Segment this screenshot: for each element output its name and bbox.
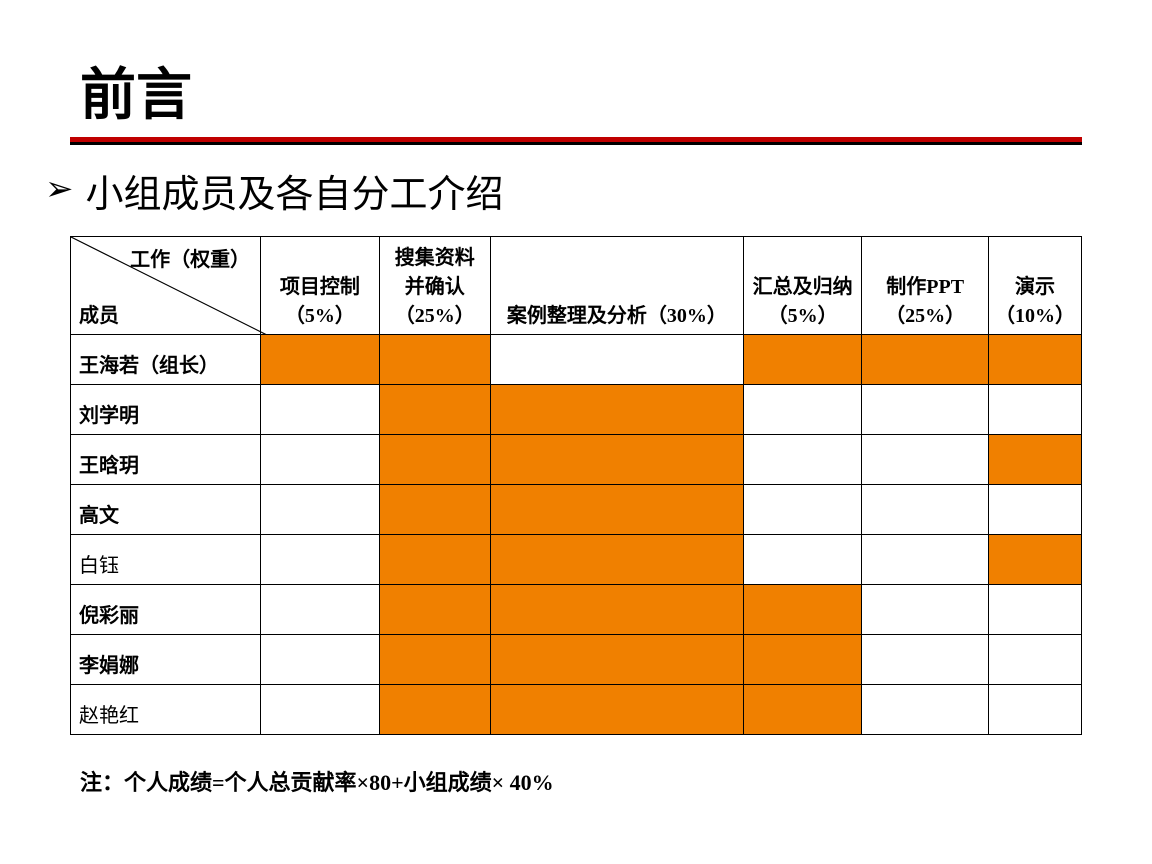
filled-cell <box>379 635 490 685</box>
table-row: 高文 <box>71 485 1082 535</box>
filled-cell <box>379 435 490 485</box>
filled-cell <box>379 585 490 635</box>
filled-cell <box>379 335 490 385</box>
filled-cell <box>490 685 743 735</box>
empty-cell <box>261 635 379 685</box>
empty-cell <box>261 535 379 585</box>
member-name-cell: 白钰 <box>71 535 261 585</box>
empty-cell <box>261 585 379 635</box>
empty-cell <box>743 535 861 585</box>
filled-cell <box>261 335 379 385</box>
filled-cell <box>743 685 861 735</box>
empty-cell <box>261 435 379 485</box>
filled-cell <box>862 335 989 385</box>
filled-cell <box>743 635 861 685</box>
slide-subtitle: 小组成员及各自分工介绍 <box>86 163 504 218</box>
table-row: 白钰 <box>71 535 1082 585</box>
work-allocation-table: 工作（权重） 成员 项目控制（5%）搜集资料并确认（25%）案例整理及分析（30%）… <box>70 236 1082 735</box>
member-name-cell: 倪彩丽 <box>71 585 261 635</box>
empty-cell <box>862 385 989 435</box>
member-name-cell: 高文 <box>71 485 261 535</box>
title-area: 前言 <box>70 50 1082 145</box>
empty-cell <box>743 435 861 485</box>
table-row: 刘学明 <box>71 385 1082 435</box>
accent-bar <box>70 137 1082 145</box>
table-row: 赵艳红 <box>71 685 1082 735</box>
empty-cell <box>988 485 1081 535</box>
member-name-cell: 王海若（组长） <box>71 335 261 385</box>
filled-cell <box>988 535 1081 585</box>
empty-cell <box>490 335 743 385</box>
filled-cell <box>743 585 861 635</box>
diagonal-header-cell: 工作（权重） 成员 <box>71 237 261 335</box>
member-name-cell: 李娟娜 <box>71 635 261 685</box>
column-header: 演示（10%） <box>988 237 1081 335</box>
arrow-bullet-icon: ➢ <box>45 169 74 209</box>
member-name-cell: 刘学明 <box>71 385 261 435</box>
subtitle-row: ➢ 小组成员及各自分工介绍 <box>45 163 1082 218</box>
empty-cell <box>261 485 379 535</box>
slide-title: 前言 <box>80 50 1082 131</box>
slide: 前言 ➢ 小组成员及各自分工介绍 工作（权重） 成员 项目控制（5%）搜集资料并确认… <box>0 0 1152 864</box>
table-row: 李娟娜 <box>71 635 1082 685</box>
filled-cell <box>988 335 1081 385</box>
member-name-cell: 王晗玥 <box>71 435 261 485</box>
footnote: 注：个人成绩=个人总贡献率×80+小组成绩× 40% <box>80 765 1082 797</box>
filled-cell <box>379 685 490 735</box>
column-header: 汇总及归纳（5%） <box>743 237 861 335</box>
empty-cell <box>261 385 379 435</box>
empty-cell <box>988 385 1081 435</box>
table-row: 王晗玥 <box>71 435 1082 485</box>
filled-cell <box>988 435 1081 485</box>
column-header: 项目控制（5%） <box>261 237 379 335</box>
empty-cell <box>862 585 989 635</box>
filled-cell <box>490 385 743 435</box>
column-header: 案例整理及分析（30%） <box>490 237 743 335</box>
empty-cell <box>988 635 1081 685</box>
diag-header-bottom: 成员 <box>79 299 119 328</box>
filled-cell <box>743 335 861 385</box>
empty-cell <box>261 685 379 735</box>
filled-cell <box>490 635 743 685</box>
filled-cell <box>490 535 743 585</box>
empty-cell <box>862 685 989 735</box>
empty-cell <box>862 635 989 685</box>
column-header: 制作PPT（25%） <box>862 237 989 335</box>
empty-cell <box>988 685 1081 735</box>
empty-cell <box>862 535 989 585</box>
filled-cell <box>379 535 490 585</box>
empty-cell <box>988 585 1081 635</box>
filled-cell <box>379 485 490 535</box>
empty-cell <box>743 385 861 435</box>
member-name-cell: 赵艳红 <box>71 685 261 735</box>
column-header: 搜集资料并确认（25%） <box>379 237 490 335</box>
filled-cell <box>379 385 490 435</box>
diag-header-top: 工作（权重） <box>130 243 250 272</box>
filled-cell <box>490 435 743 485</box>
table-row: 倪彩丽 <box>71 585 1082 635</box>
filled-cell <box>490 485 743 535</box>
empty-cell <box>862 485 989 535</box>
filled-cell <box>490 585 743 635</box>
empty-cell <box>862 435 989 485</box>
table-row: 王海若（组长） <box>71 335 1082 385</box>
empty-cell <box>743 485 861 535</box>
